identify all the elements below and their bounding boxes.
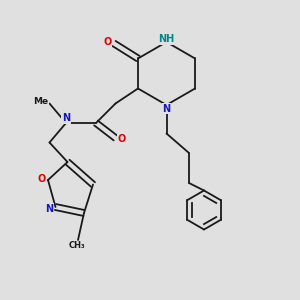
Text: NH: NH [158,34,175,44]
Text: N: N [162,103,171,114]
Text: O: O [103,37,112,47]
Text: O: O [37,173,46,184]
Text: O: O [117,134,126,145]
Text: N: N [45,203,53,214]
Text: N: N [62,113,70,123]
Text: CH₃: CH₃ [68,242,85,250]
Text: Me: Me [33,97,48,106]
